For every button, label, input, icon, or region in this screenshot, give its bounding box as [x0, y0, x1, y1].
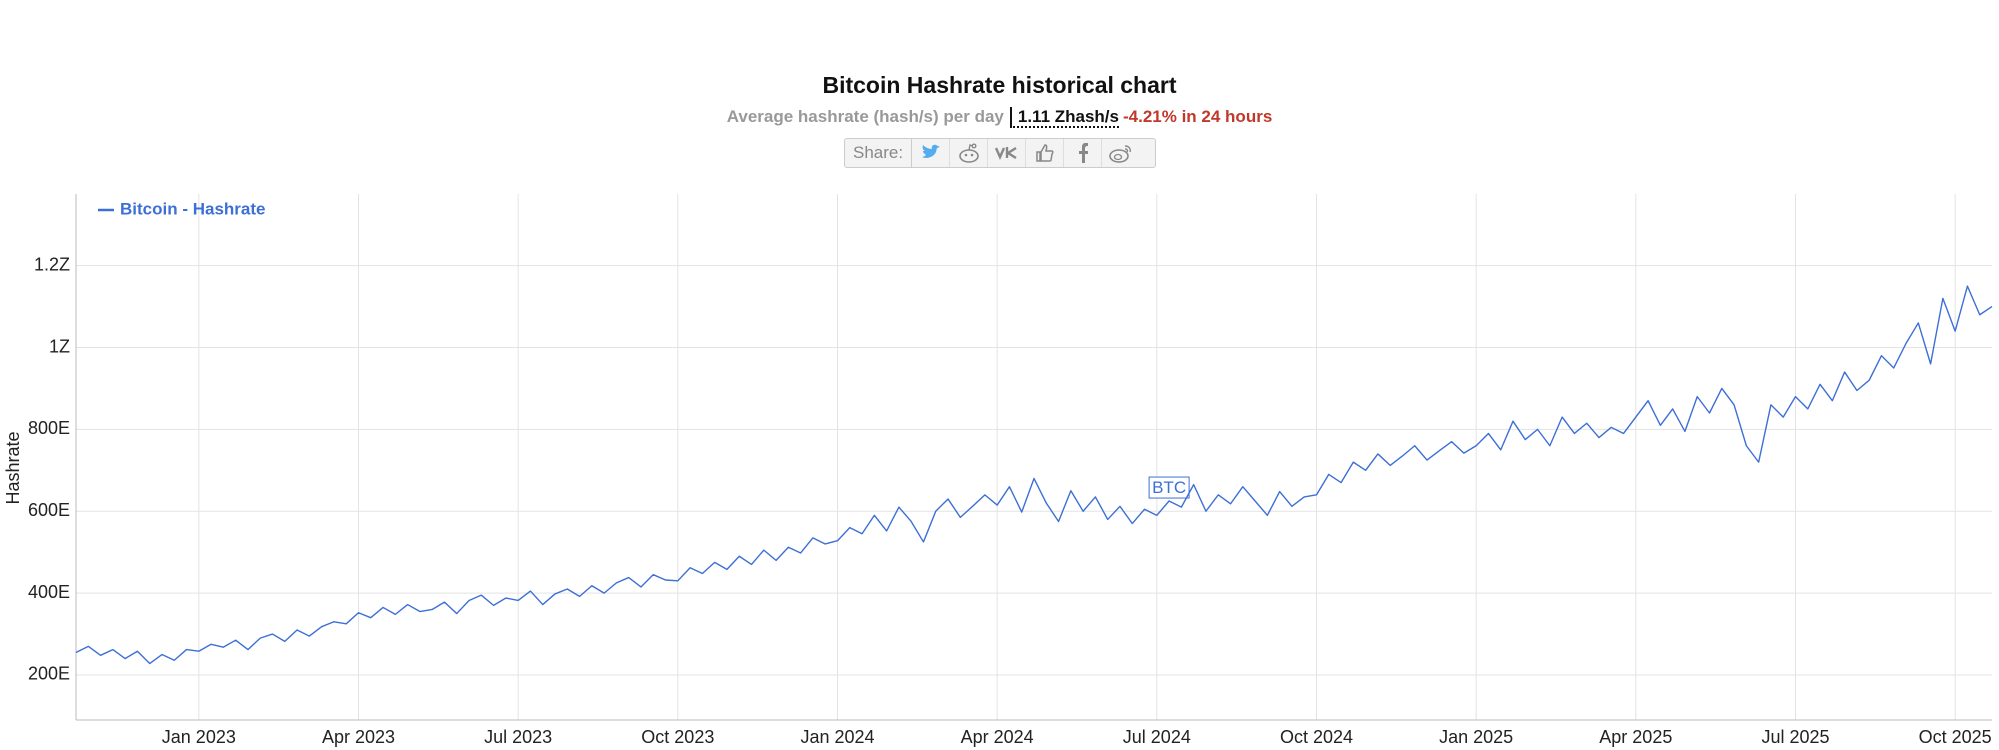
y-tick-label: 600E	[28, 500, 70, 520]
y-tick-label: 1Z	[49, 336, 70, 356]
x-tick-label: Jan 2023	[162, 727, 236, 747]
subtitle-text: Average hashrate (hash/s) per day	[726, 107, 1004, 126]
y-axis-label: Hashrate	[3, 431, 23, 504]
share-facebook[interactable]	[1064, 139, 1103, 167]
y-tick-label: 1.2Z	[34, 254, 70, 274]
y-tick-label: 400E	[28, 582, 70, 602]
share-twitter[interactable]	[912, 139, 951, 167]
y-tick-label: 800E	[28, 418, 70, 438]
icon	[921, 144, 940, 158]
x-tick-label: Jul 2024	[1123, 727, 1191, 747]
icon	[958, 143, 979, 163]
share-bar: Share:	[844, 138, 1156, 168]
series-line	[75, 285, 1993, 665]
share-label: Share:	[845, 139, 913, 167]
share-vk[interactable]	[988, 139, 1027, 167]
chart-title: Bitcoin Hashrate historical chart	[822, 72, 1177, 98]
y-tick-label: 200E	[28, 664, 70, 684]
icon	[994, 146, 1017, 160]
x-tick-label: Jan 2024	[800, 727, 874, 747]
change: -4.21% in 24 hours	[1123, 107, 1273, 126]
x-tick-label: Jan 2025	[1439, 727, 1513, 747]
x-tick-label: Jul 2025	[1761, 727, 1829, 747]
x-tick-label: Oct 2024	[1280, 727, 1353, 747]
legend-label: Bitcoin - Hashrate	[120, 199, 265, 218]
x-tick-label: Apr 2025	[1599, 727, 1672, 747]
header: Bitcoin Hashrate historical chart Averag…	[0, 0, 1999, 180]
watermark: BTC	[1152, 478, 1186, 497]
x-tick-label: Oct 2025	[1919, 727, 1992, 747]
share-reddit[interactable]	[950, 139, 989, 167]
x-tick-label: Apr 2023	[322, 727, 395, 747]
icon	[1108, 145, 1131, 163]
icon	[1035, 144, 1054, 162]
x-tick-label: Oct 2023	[641, 727, 714, 747]
share-weibo[interactable]	[1102, 139, 1139, 167]
x-tick-label: Apr 2024	[961, 727, 1034, 747]
x-tick-label: Jul 2023	[484, 727, 552, 747]
subtitle: Average hashrate (hash/s) per day 1.11 Zh…	[0, 107, 1999, 128]
current-value: 1.11 Zhash/s	[1009, 107, 1119, 128]
watermark-box	[1148, 476, 1190, 499]
icon	[1078, 143, 1088, 163]
share-like[interactable]	[1026, 139, 1065, 167]
